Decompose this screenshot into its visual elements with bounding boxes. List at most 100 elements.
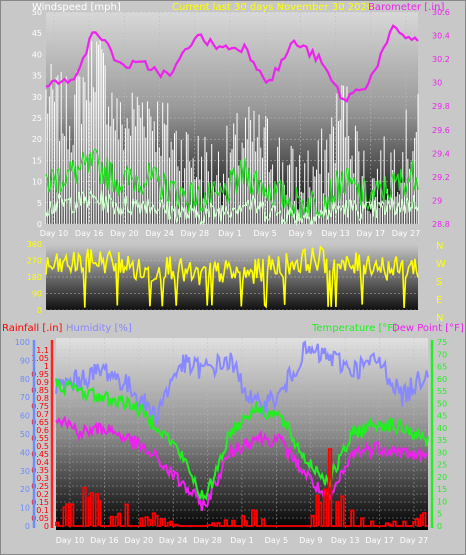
wind-tick-label: 40 xyxy=(32,50,42,59)
chart-title: Current last 30 days November 30 2020 xyxy=(172,2,373,13)
temp-x-tick-label: Day 16 xyxy=(90,536,119,545)
temperature-tick-label: 30 xyxy=(437,448,447,457)
temperature-label: Temperature [°F] xyxy=(311,323,397,334)
rainfall-tick-label: 0.6 xyxy=(36,426,49,435)
wind-low-line xyxy=(45,190,419,227)
wind-tick-label: 35 xyxy=(32,72,42,81)
rainfall-tick-label: 1 xyxy=(44,362,49,371)
barometer-line xyxy=(45,24,419,103)
direction-degree-label: 90 xyxy=(32,290,42,299)
rainfall-tick-label: 1.1 xyxy=(36,346,49,355)
wind-x-tick-label: Day 10 xyxy=(40,229,69,238)
direction-degree-label: 270 xyxy=(27,257,42,266)
humidity-tick-label: 70 xyxy=(20,393,30,402)
wind-tick-label: 15 xyxy=(32,156,42,165)
wind-x-tick-label: Day 17 xyxy=(357,229,386,238)
wind-tick-label: 10 xyxy=(32,178,42,187)
rainfall-tick-label: 1.05 xyxy=(31,354,49,363)
temperature-tick-label: 25 xyxy=(437,461,447,470)
humidity-tick-label: 50 xyxy=(20,430,30,439)
wind-tick-label: 30 xyxy=(32,93,42,102)
barometer-tick-label: 30 xyxy=(432,79,442,88)
rainfall-tick-label: 0.7 xyxy=(36,410,49,419)
temp-x-tick-label: Day 10 xyxy=(56,536,85,545)
barometer-tick-label: 29 xyxy=(432,196,442,205)
temperature-tick-label: 5 xyxy=(437,510,442,519)
temperature-line xyxy=(55,378,429,501)
temp-x-tick-label: Day 5 xyxy=(265,536,288,545)
temperature-tick-label: 65 xyxy=(437,363,447,372)
rainfall-tick-label: 0.05 xyxy=(31,514,49,523)
humidity-label: Humidity [%] xyxy=(66,323,132,334)
humidity-line xyxy=(55,340,429,427)
rainfall-axis-ticks: 00.050.10.150.20.250.30.350.40.450.50.55… xyxy=(31,346,49,531)
temperature-tick-label: 55 xyxy=(437,387,447,396)
temp-x-tick-label: Day 20 xyxy=(125,536,154,545)
direction-degree-ticks: 0 90 180 270 360 xyxy=(27,240,42,315)
temperature-tick-label: 35 xyxy=(437,436,447,445)
barometer-tick-label: 29.8 xyxy=(432,102,450,111)
rainfall-tick-label: 0.45 xyxy=(31,450,49,459)
humidity-axis-ticks: 0 10 20 30 40 50 60 70 80 90 100 xyxy=(15,338,30,531)
temp-x-tick-label: Day 1 xyxy=(230,536,253,545)
wind-axis-label: Windspeed [mph] xyxy=(32,2,121,13)
temperature-rain-chart: 00.050.10.150.20.250.30.350.40.450.50.55… xyxy=(2,323,464,545)
wind-axis-ticks: 0 5 10 15 20 25 30 35 40 45 50 xyxy=(32,8,42,229)
direction-compass-label: W xyxy=(436,259,446,270)
rainfall-tick-label: 0.9 xyxy=(36,378,49,387)
rainfall-tick-label: 0.2 xyxy=(36,490,49,499)
wind-tick-label: 0 xyxy=(37,220,42,229)
humidity-tick-label: 20 xyxy=(20,485,30,494)
humidity-tick-label: 100 xyxy=(15,338,30,347)
temperature-tick-label: 40 xyxy=(437,424,447,433)
dew-point-line xyxy=(55,415,429,511)
temp-x-tick-label: Day 9 xyxy=(299,536,322,545)
barometer-tick-label: 30.6 xyxy=(432,8,450,17)
humidity-tick-label: 0 xyxy=(25,522,30,531)
wind-tick-label: 50 xyxy=(32,8,42,17)
humidity-tick-label: 60 xyxy=(20,412,30,421)
wind-x-ticks: Day 10 Day 16 Day 20 Day 24 Day 28 Day 1 Day 5… xyxy=(40,229,421,238)
temperature-tick-label: 45 xyxy=(437,412,447,421)
rainfall-tick-label: 0.95 xyxy=(31,370,49,379)
humidity-tick-label: 90 xyxy=(20,356,30,365)
direction-compass-label: N xyxy=(436,313,443,324)
humidity-tick-label: 80 xyxy=(20,375,30,384)
wind-tick-label: 25 xyxy=(32,114,42,123)
rainfall-tick-label: 0.75 xyxy=(31,402,49,411)
wind-tick-label: 5 xyxy=(37,199,42,208)
wind-x-tick-label: Day 28 xyxy=(181,229,210,238)
wind-x-tick-label: Day 16 xyxy=(75,229,104,238)
rainfall-tick-label: 0 xyxy=(44,522,49,531)
temperature-tick-label: 0 xyxy=(437,522,442,531)
direction-compass-label: S xyxy=(436,277,442,288)
direction-degree-label: 0 xyxy=(37,306,42,315)
barometer-axis-ticks: 28.8 29 29.2 29.4 29.6 29.8 30 30.2 30.4 30.6 xyxy=(432,8,450,229)
wind-tick-label: 45 xyxy=(32,29,42,38)
temperature-tick-label: 20 xyxy=(437,473,447,482)
rainfall-tick-label: 0.3 xyxy=(36,474,49,483)
direction-degree-label: 360 xyxy=(27,240,42,249)
barometer-tick-label: 29.6 xyxy=(432,126,450,135)
wind-tick-label: 20 xyxy=(32,135,42,144)
wind-x-tick-label: Day 5 xyxy=(253,229,276,238)
direction-series xyxy=(45,245,419,309)
humidity-tick-label: 10 xyxy=(20,504,30,513)
wind-x-tick-label: Day 20 xyxy=(110,229,139,238)
temperature-tick-label: 70 xyxy=(437,350,447,359)
direction-compass-label: N xyxy=(436,241,443,252)
barometer-tick-label: 28.8 xyxy=(432,220,450,229)
wind-x-tick-label: Day 24 xyxy=(145,229,174,238)
barometer-tick-label: 29.4 xyxy=(432,149,450,158)
direction-degree-label: 180 xyxy=(27,273,42,282)
humidity-tick-label: 30 xyxy=(20,467,30,476)
rainfall-tick-label: 0.55 xyxy=(31,434,49,443)
rainfall-tick-label: 0.15 xyxy=(31,498,49,507)
wind-x-tick-label: Day 27 xyxy=(392,229,421,238)
dew-point-label: Dew Point [°F] xyxy=(392,323,464,334)
temperature-tick-label: 15 xyxy=(437,485,447,494)
wind-direction-line xyxy=(45,245,419,309)
wind-x-tick-label: Day 9 xyxy=(289,229,312,238)
